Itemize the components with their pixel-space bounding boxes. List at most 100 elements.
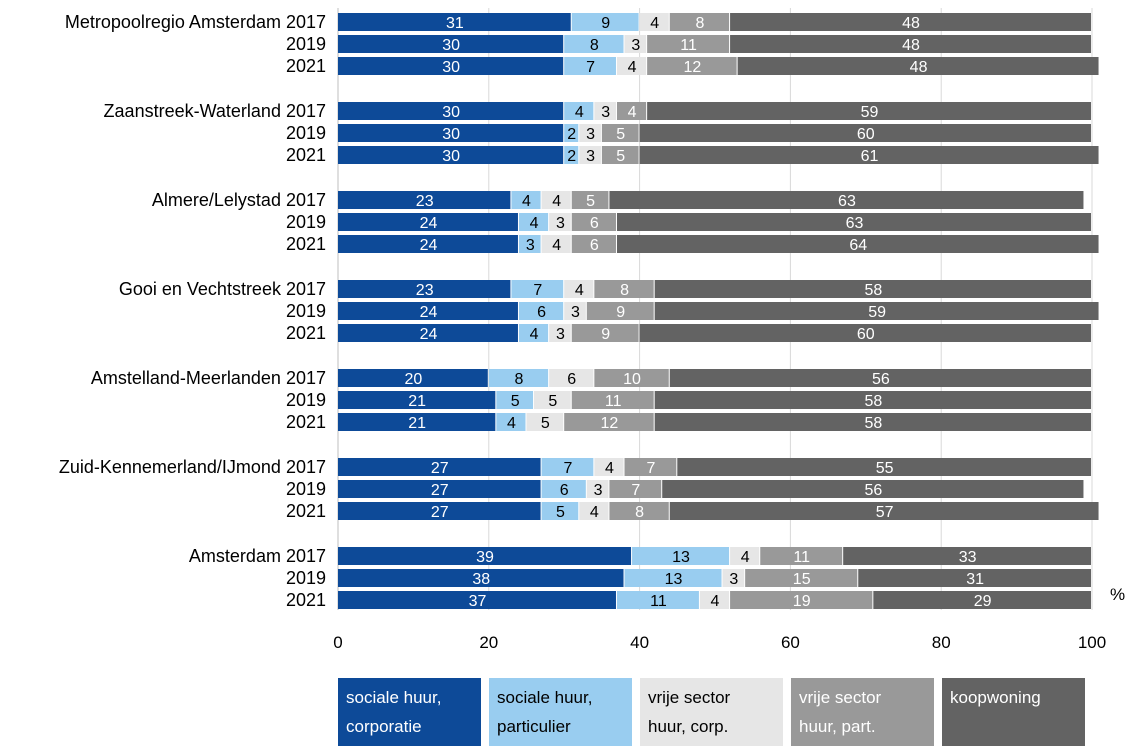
data-label: 3 [586,126,595,143]
data-label: 31 [966,571,984,588]
data-label: 8 [515,371,524,388]
category-label: 2019 [286,212,326,232]
bar-segment [616,57,647,75]
bar-segment [669,369,1091,387]
bar-segment [338,547,632,565]
data-label: 30 [442,104,460,121]
data-label: 9 [616,304,625,321]
bar-segment [730,35,1091,53]
category-label: Amstelland-Meerlanden 2017 [91,368,326,388]
bar-segment [511,280,564,298]
bar-segment [496,391,534,409]
data-label: 64 [849,237,867,254]
data-label: 3 [556,326,565,343]
category-label: 2019 [286,123,326,143]
data-label: 39 [476,549,494,566]
x-tick-label: 0 [333,633,342,652]
category-labels: Metropoolregio Amsterdam 201720192021Zaa… [59,12,326,610]
data-label: 12 [601,415,619,432]
legend-entry: vrije sector huur, part. [791,678,934,746]
bar-segment [609,191,1084,209]
category-label: 2019 [286,301,326,321]
bar-segment [549,324,571,342]
data-label: 6 [567,371,576,388]
data-label: 4 [628,104,637,121]
legend: sociale huur, corporatie sociale huur, part… [338,678,1085,746]
bar-segment [338,35,564,53]
bar-segment [730,13,1091,31]
data-label: 20 [405,371,423,388]
data-label: 3 [729,571,738,588]
data-label: 60 [857,126,875,143]
category-label: Zuid-Kennemerland/IJmond 2017 [59,457,326,477]
data-label: 4 [711,593,720,610]
data-label: 3 [526,237,535,254]
bar-segment [616,591,699,609]
data-label: 9 [601,326,610,343]
bar-segment [669,13,730,31]
data-label: 4 [575,282,584,299]
data-label: 58 [864,415,882,432]
category-label: 2021 [286,323,326,343]
bar-segment [647,35,730,53]
bar-segment [677,458,1091,476]
bar-segment [564,302,586,320]
data-label: 3 [594,482,603,499]
bar-segment [564,35,624,53]
bar-segment [594,102,616,120]
bar-segment [338,57,564,75]
data-label: 48 [902,37,920,54]
bar-segment [511,191,541,209]
bar-segment [564,57,616,75]
data-label: 24 [420,326,438,343]
data-label: 60 [857,326,875,343]
bar-segment [549,369,594,387]
x-tick-label: 40 [630,633,649,652]
category-label: Gooi en Vechtstreek 2017 [119,279,326,299]
data-label: 55 [876,460,894,477]
data-label: 7 [586,59,595,76]
bar-segment [730,591,873,609]
data-label: 3 [601,104,610,121]
data-label: 4 [650,15,659,32]
data-label: 3 [631,37,640,54]
data-label: 24 [420,215,438,232]
data-label: 8 [620,282,629,299]
bar-segment [639,146,1099,164]
data-label: 58 [864,282,882,299]
bar-segment [616,235,1099,253]
data-label: 2 [567,126,576,143]
bar-segment [654,280,1091,298]
legend-label: koopwoning [950,688,1041,707]
bar-segment [745,569,858,587]
data-label: 7 [631,482,640,499]
bar-segment [654,391,1091,409]
data-label: 6 [537,304,546,321]
bar-segment [541,235,571,253]
data-label: 30 [442,126,460,143]
data-label: 48 [910,59,928,76]
data-label: 9 [601,15,610,32]
bar-segment [338,502,541,520]
data-label: 24 [420,304,438,321]
bar-segment [730,547,760,565]
bar-segment [571,235,616,253]
legend-label: particulier [497,717,571,736]
x-tick-label: 100 [1078,633,1106,652]
data-label: 3 [556,215,565,232]
bar-segment [338,302,518,320]
data-label: 4 [530,215,539,232]
bar-segment [338,458,541,476]
category-label: 2019 [286,568,326,588]
bar-segment [579,146,601,164]
bar-segment [843,547,1091,565]
bar-segment [338,280,511,298]
data-label: 27 [431,482,449,499]
bar-segment [338,569,624,587]
bar-segment [760,547,843,565]
bar-segment [338,413,496,431]
data-label: 5 [586,193,595,210]
data-label: 24 [420,237,438,254]
bar-segment [722,569,745,587]
bar-segment [564,102,594,120]
